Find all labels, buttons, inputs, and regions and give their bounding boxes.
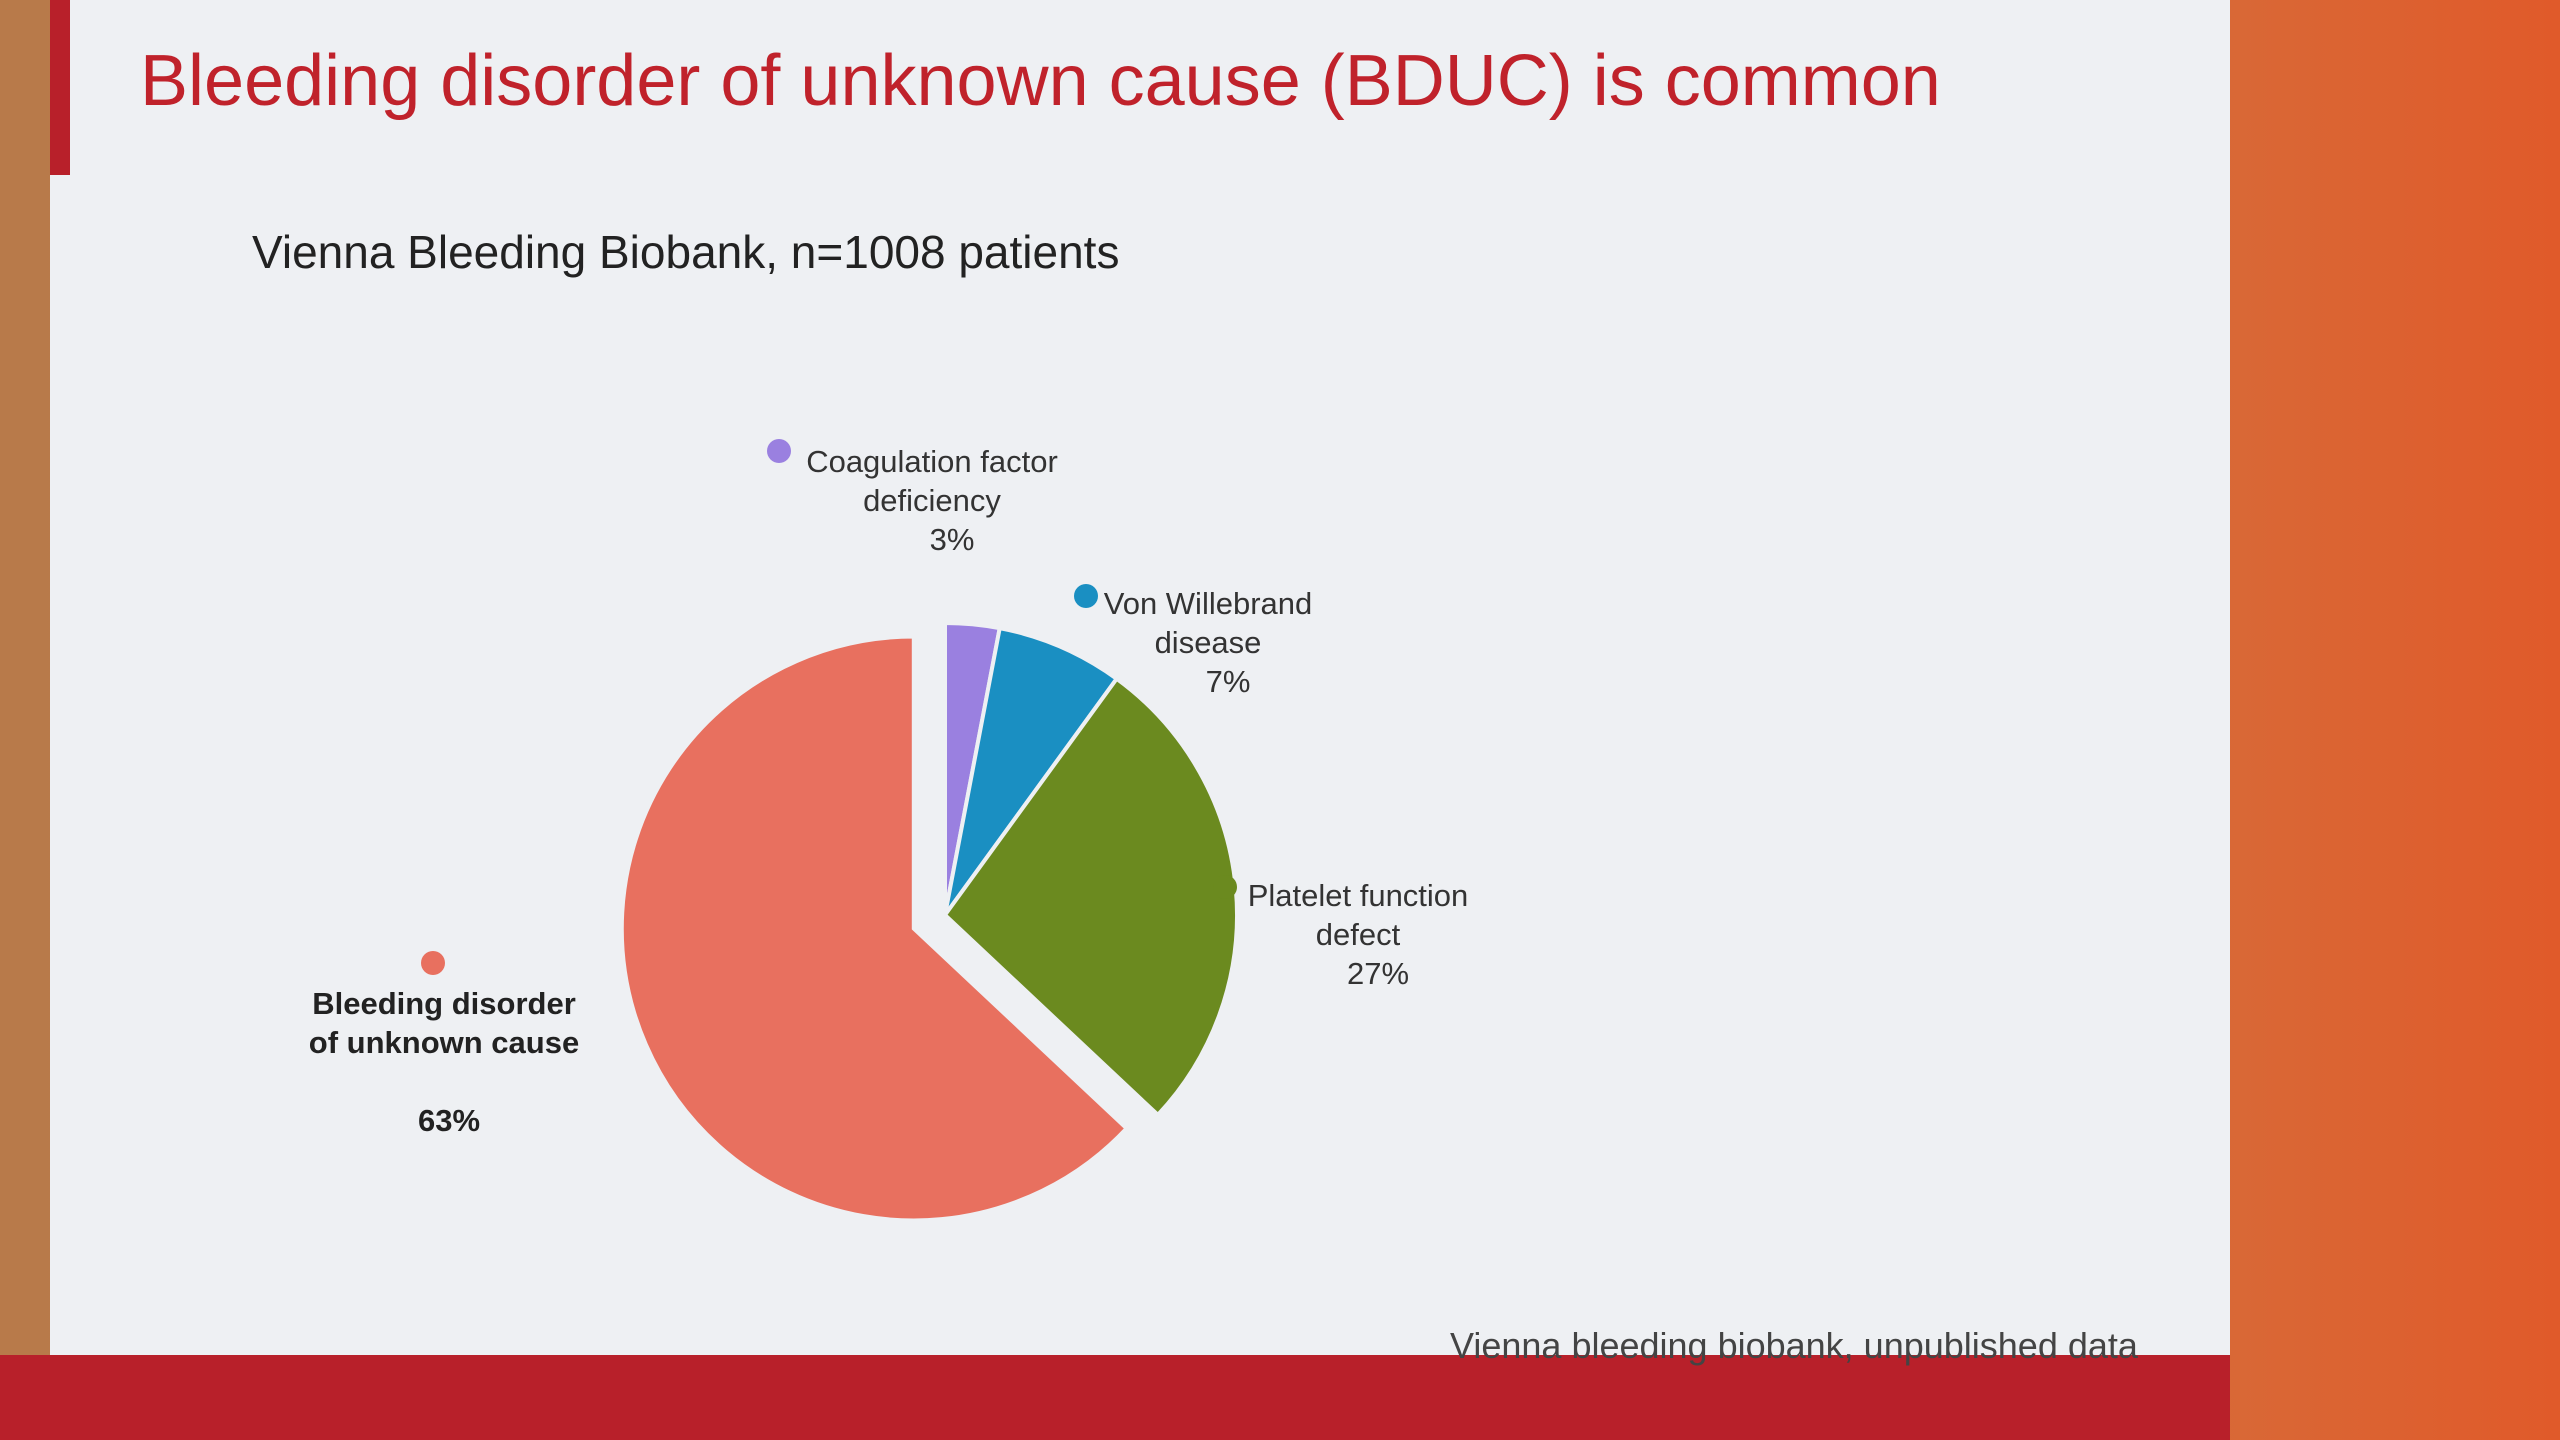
value-label: 63%	[417, 1103, 481, 1138]
source-note: Vienna bleeding biobank, unpublished dat…	[1450, 1325, 2138, 1366]
chart-subtitle: Vienna Bleeding Biobank, n=1008 patients	[252, 226, 1120, 278]
slide-edge	[50, 0, 70, 175]
legend-dot	[767, 439, 791, 463]
legend-dot	[1213, 875, 1237, 899]
value-label: 3%	[929, 522, 975, 557]
chart-title: Bleeding disorder of unknown cause (BDUC…	[140, 41, 1941, 121]
legend-dot	[421, 951, 445, 975]
slice-label: Von Willebrand disease	[1103, 586, 1313, 660]
pie-slice	[943, 625, 1120, 917]
pie-slice	[619, 634, 1130, 1223]
legend-dot	[1074, 584, 1098, 608]
value-label: 7%	[1205, 664, 1251, 699]
slice-label: Platelet function defect	[1247, 878, 1469, 952]
slice-label: Bleeding disorder of unknown cause	[308, 986, 580, 1060]
banner	[0, 1355, 2230, 1440]
value-label: 27%	[1346, 956, 1410, 991]
slice-label: Coagulation factor deficiency	[806, 444, 1058, 518]
